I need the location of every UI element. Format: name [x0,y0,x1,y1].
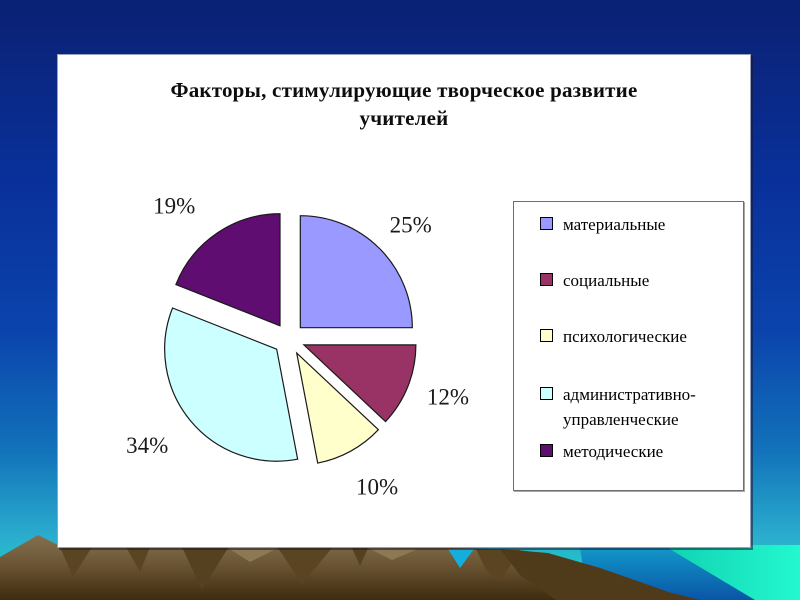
mountain-facet [126,547,150,572]
pie-slice-0[interactable] [299,215,413,329]
pie-slice-3[interactable] [164,307,299,462]
legend-swatch-3 [540,387,553,400]
mountain-slope-dark [500,549,700,600]
chart-title-line1: Факторы, стимулирующие творческое развит… [170,78,638,102]
legend-item-1: социальные [540,268,725,293]
mountain-facet [182,547,228,590]
mountain-highlight [368,548,418,560]
legend-item-3: административно-управленческие [540,382,725,432]
legend-label-0: материальные [563,215,666,234]
pie-slice-2[interactable] [295,351,380,464]
pie-percent-label-4: 19% [153,194,195,219]
mountain-facet [352,548,368,566]
mountain-facet [278,548,332,584]
pie-chart[interactable]: 25% 12% 10% 34% 19% [61,161,501,521]
legend-item-2: психологические [540,324,725,349]
legend-label-2: психологические [563,327,687,346]
chart-title-line2: учителей [359,106,449,130]
mountain-highlight [228,548,278,562]
legend-swatch-4 [540,444,553,457]
pie-slice-1[interactable] [302,344,417,423]
legend-label-3: административно-управленческие [563,385,696,429]
chart-panel: Факторы, стимулирующие творческое развит… [57,54,751,548]
sky-notch [448,549,474,568]
legend-swatch-1 [540,273,553,286]
legend-label-4: методические [563,442,664,461]
pie-slice-4[interactable] [175,213,281,327]
pie-percent-label-2: 10% [356,475,398,500]
chart-legend[interactable]: материальные социальные психологические адм… [513,201,744,491]
legend-label-1: социальные [563,271,650,290]
legend-item-4: методические [540,439,725,464]
legend-swatch-2 [540,329,553,342]
pie-percent-label-1: 12% [427,384,469,409]
pie-percent-label-3: 34% [126,433,168,458]
chart-title: Факторы, стимулирующие творческое развит… [58,76,750,132]
legend-item-0: материальные [540,212,725,237]
pie-percent-label-0: 25% [390,213,432,238]
legend-swatch-0 [540,217,553,230]
mountain-facet [60,547,92,577]
